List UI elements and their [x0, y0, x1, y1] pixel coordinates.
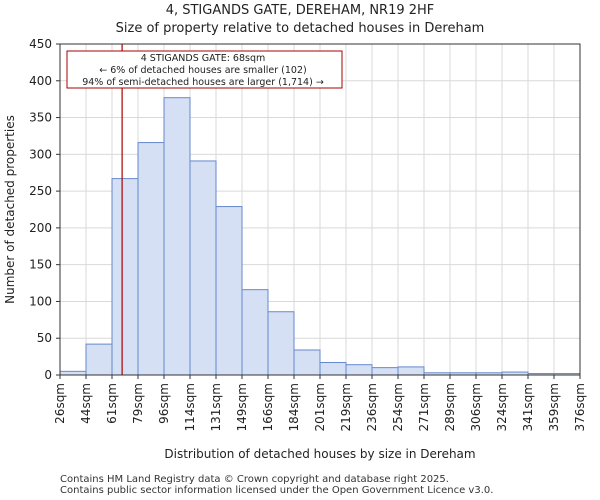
x-tick-label: 96sqm — [157, 383, 171, 424]
footer-line-1: Contains HM Land Registry data © Crown c… — [60, 474, 449, 485]
y-tick-label: 350 — [29, 111, 52, 125]
y-axis-label: Number of detached properties — [3, 115, 17, 304]
x-axis-label: Distribution of detached houses by size … — [164, 447, 475, 461]
y-tick-label: 400 — [29, 74, 52, 88]
x-tick-label: 324sqm — [495, 383, 509, 431]
annotation-line-1: 4 STIGANDS GATE: 68sqm — [141, 53, 266, 64]
x-tick-label: 306sqm — [469, 383, 483, 431]
histogram-bar — [319, 361, 347, 376]
x-tick-label: 44sqm — [79, 383, 93, 424]
histogram-bar — [163, 97, 191, 376]
y-tick-label: 50 — [37, 331, 52, 345]
annotation-line-3: 94% of semi-detached houses are larger (… — [82, 77, 324, 88]
x-tick-label: 201sqm — [313, 383, 327, 431]
histogram-bar — [137, 142, 165, 376]
x-tick-label: 149sqm — [235, 383, 249, 431]
histogram-bar — [215, 206, 243, 376]
x-tick-label: 271sqm — [417, 383, 431, 431]
x-tick-label: 26sqm — [53, 383, 67, 424]
bars — [59, 97, 581, 376]
x-tick-label: 166sqm — [261, 383, 275, 431]
y-tick-label: 300 — [29, 147, 52, 161]
y-tick-label: 450 — [29, 37, 52, 51]
histogram-bar — [293, 349, 321, 376]
histogram-bar — [85, 343, 113, 376]
x-tick-label: 131sqm — [209, 383, 223, 431]
histogram-bar — [59, 370, 87, 376]
histogram-bar — [397, 366, 425, 376]
x-tick-label: 359sqm — [547, 383, 561, 431]
annotation-line-2: ← 6% of detached houses are smaller (102… — [99, 65, 306, 76]
footer-line-2: Contains public sector information licen… — [60, 485, 494, 496]
y-tick-label: 100 — [29, 294, 52, 308]
histogram-bar — [345, 364, 373, 376]
x-tick-label: 236sqm — [365, 383, 379, 431]
x-tick-label: 254sqm — [391, 383, 405, 431]
histogram-bar — [189, 160, 217, 376]
y-tick-label: 0 — [44, 368, 52, 382]
y-tick-label: 150 — [29, 258, 52, 272]
histogram-bar — [111, 178, 139, 376]
y-tick-label: 200 — [29, 221, 52, 235]
histogram-bar — [371, 367, 399, 376]
x-tick-label: 376sqm — [573, 383, 587, 431]
y-tick-label: 250 — [29, 184, 52, 198]
x-tick-label: 184sqm — [287, 383, 301, 431]
x-tick-labels: 26sqm 44sqm 61sqm 79sqm 96sqm 114sqm 131sqm 149… — [53, 375, 587, 431]
histogram-bar — [267, 311, 295, 376]
x-tick-label: 114sqm — [183, 383, 197, 431]
x-tick-label: 79sqm — [131, 383, 145, 424]
chart-subtitle: Size of property relative to detached ho… — [115, 21, 485, 36]
y-tick-labels: 0 50 100 150 200 250 300 350 400 450 — [29, 37, 60, 382]
x-tick-label: 219sqm — [339, 383, 353, 431]
annotation-box: 4 STIGANDS GATE: 68sqm ← 6% of detached … — [66, 50, 343, 89]
x-tick-label: 289sqm — [443, 383, 457, 431]
x-tick-label: 341sqm — [521, 383, 535, 431]
histogram-bar — [241, 289, 269, 376]
histogram-chart: 0 50 100 150 200 250 300 350 400 450 26sqm 44sqm 61… — [3, 37, 587, 461]
chart-title: 4, STIGANDS GATE, DEREHAM, NR19 2HF — [165, 3, 435, 18]
x-tick-label: 61sqm — [105, 383, 119, 424]
annotation-frame — [66, 50, 343, 89]
